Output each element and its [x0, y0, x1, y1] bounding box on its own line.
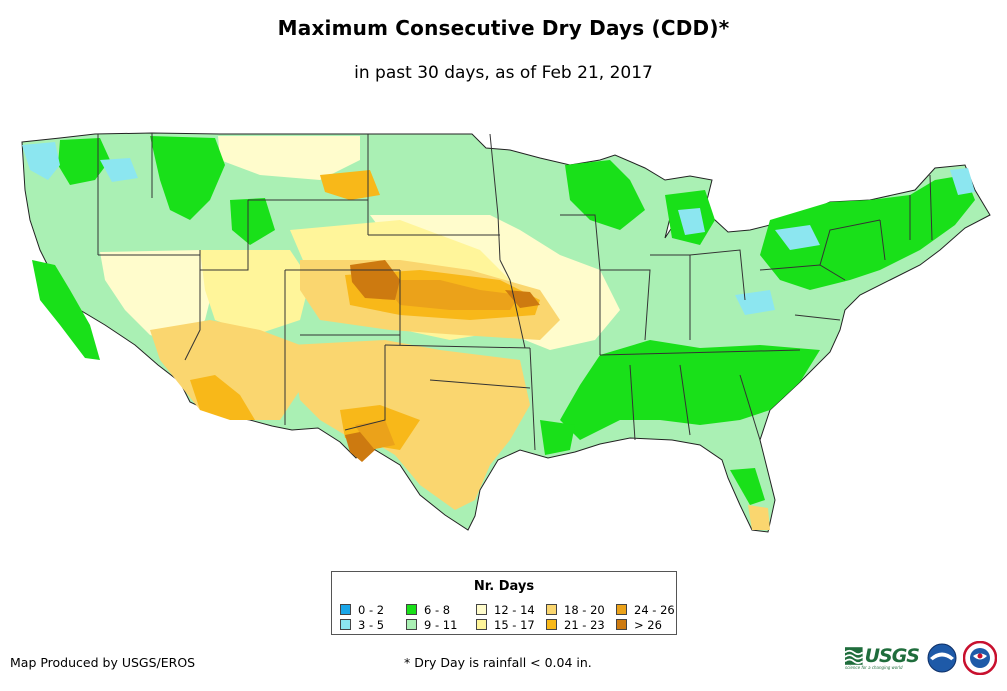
legend-item: 18 - 20	[546, 602, 616, 617]
patch-3-5-maine	[950, 168, 975, 195]
dry-day-note: * Dry Day is rainfall < 0.04 in.	[404, 655, 592, 670]
legend-item: 6 - 8	[406, 602, 476, 617]
usgs-logo: USGS science for a changing world	[845, 642, 920, 670]
patch-12-14-north	[218, 136, 360, 180]
legend-label: > 26	[634, 617, 662, 632]
legend: Nr. Days 0 - 2 6 - 8 12 - 14 18 - 20 24 - 26…	[331, 571, 677, 635]
patch-6-8-florida	[730, 468, 765, 505]
legend-item: 24 - 26	[616, 602, 678, 617]
legend-swatch	[406, 619, 417, 630]
legend-swatch	[546, 619, 557, 630]
cdd-map	[21, 132, 991, 533]
patch-21-23-arizona	[190, 375, 255, 420]
legend-label: 24 - 26	[634, 602, 675, 617]
patch-6-8-gulf	[540, 420, 575, 455]
patch-18-20-sw	[150, 320, 300, 420]
legend-label: 18 - 20	[564, 602, 605, 617]
patch-6-8-south	[560, 340, 820, 440]
map-credit: Map Produced by USGS/EROS	[10, 655, 196, 670]
patch-6-8-nw	[58, 138, 110, 185]
legend-item: 12 - 14	[476, 602, 546, 617]
patch-3-5-nw-inland	[100, 158, 138, 182]
noaa-logo-icon	[927, 643, 957, 673]
legend-label: 15 - 17	[494, 617, 535, 632]
legend-swatch	[546, 604, 557, 615]
state-borders	[97, 133, 933, 451]
legend-item: 0 - 2	[340, 602, 406, 617]
legend-swatch	[476, 619, 487, 630]
patch-6-8-rockies	[150, 136, 225, 220]
legend-swatch	[340, 619, 351, 630]
patch-12-14-basin	[100, 250, 215, 345]
legend-item: > 26	[616, 617, 678, 632]
patch-15-17-west	[200, 250, 310, 335]
usgs-wordmark: USGS	[864, 645, 920, 667]
map-subtitle: in past 30 days, as of Feb 21, 2017	[354, 63, 653, 83]
legend-swatch	[340, 604, 351, 615]
patch-over-26-ks	[505, 290, 540, 308]
patch-3-5-wa	[22, 142, 60, 180]
patch-24-26-texas	[355, 420, 395, 450]
patch-6-8-greatlakes	[565, 160, 645, 230]
patch-over-26-tx	[345, 432, 375, 462]
legend-item: 3 - 5	[340, 617, 406, 632]
patch-21-23-ne	[320, 170, 380, 200]
usgs-tagline: science for a changing world	[845, 665, 903, 670]
legend-item: 9 - 11	[406, 617, 476, 632]
nws-logo-icon	[963, 641, 997, 675]
patch-6-8-wy	[230, 198, 275, 245]
legend-swatch	[406, 604, 417, 615]
legend-label: 9 - 11	[424, 617, 458, 632]
legend-grid: 0 - 2 6 - 8 12 - 14 18 - 20 24 - 26 3 - 5 9 - …	[340, 602, 678, 632]
legend-item: 21 - 23	[546, 617, 616, 632]
map-title: Maximum Consecutive Dry Days (CDD)*	[277, 16, 730, 40]
patch-24-26-kansas	[380, 280, 520, 310]
legend-label: 0 - 2	[358, 602, 385, 617]
patch-3-5-michigan	[678, 208, 705, 235]
usgs-wave-icon	[845, 647, 863, 665]
legend-item: 15 - 17	[476, 617, 546, 632]
legend-swatch	[616, 604, 627, 615]
legend-swatch	[616, 619, 627, 630]
cdd-patches	[22, 136, 975, 530]
legend-label: 21 - 23	[564, 617, 605, 632]
patch-6-8-ca	[32, 260, 100, 360]
patch-18-20-florida	[748, 505, 770, 530]
patch-3-5-lakes	[775, 225, 820, 250]
patch-6-8-northeast	[760, 175, 975, 290]
legend-title: Nr. Days	[473, 579, 535, 594]
legend-label: 12 - 14	[494, 602, 535, 617]
legend-label: 6 - 8	[424, 602, 451, 617]
legend-swatch	[476, 604, 487, 615]
legend-label: 3 - 5	[358, 617, 385, 632]
